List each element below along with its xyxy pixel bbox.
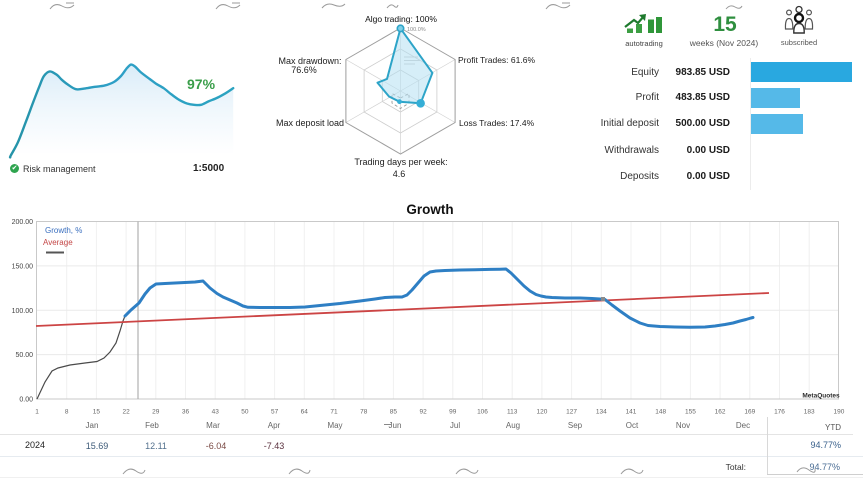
svg-text:50: 50 — [241, 409, 249, 416]
svg-text:99: 99 — [449, 409, 457, 416]
svg-text:36: 36 — [182, 409, 190, 416]
svg-text:22: 22 — [122, 409, 130, 416]
svg-text:Average: Average — [43, 238, 73, 247]
svg-text:106: 106 — [477, 409, 488, 416]
svg-text:Growth, %: Growth, % — [45, 226, 82, 235]
svg-text:162: 162 — [715, 409, 726, 416]
svg-text:92: 92 — [419, 409, 427, 416]
svg-text:85: 85 — [390, 409, 398, 416]
svg-text:169: 169 — [744, 409, 755, 416]
svg-text:141: 141 — [626, 409, 637, 416]
svg-text:1: 1 — [35, 409, 39, 416]
svg-text:113: 113 — [507, 409, 518, 416]
svg-text:134: 134 — [596, 409, 607, 416]
svg-text:64: 64 — [301, 409, 309, 416]
svg-text:57: 57 — [271, 409, 279, 416]
svg-text:120: 120 — [536, 409, 547, 416]
svg-text:183: 183 — [804, 409, 815, 416]
svg-text:0.00: 0.00 — [19, 397, 33, 404]
svg-text:100.0%: 100.0% — [407, 27, 426, 33]
svg-text:176: 176 — [774, 409, 785, 416]
svg-text:15: 15 — [93, 409, 101, 416]
svg-text:127: 127 — [566, 409, 577, 416]
svg-text:148: 148 — [655, 409, 666, 416]
svg-text:71: 71 — [330, 409, 338, 416]
svg-text:100.00: 100.00 — [12, 308, 34, 315]
svg-text:155: 155 — [685, 409, 696, 416]
svg-text:43: 43 — [212, 409, 220, 416]
svg-text:8: 8 — [65, 409, 69, 416]
svg-text:29: 29 — [152, 409, 160, 416]
svg-text:200.00: 200.00 — [12, 219, 34, 226]
svg-text:190: 190 — [833, 409, 844, 416]
svg-text:150.00: 150.00 — [12, 263, 34, 270]
svg-text:50.00: 50.00 — [15, 352, 33, 359]
svg-text:78: 78 — [360, 409, 368, 416]
svg-text:MetaQuotes: MetaQuotes — [802, 393, 840, 400]
